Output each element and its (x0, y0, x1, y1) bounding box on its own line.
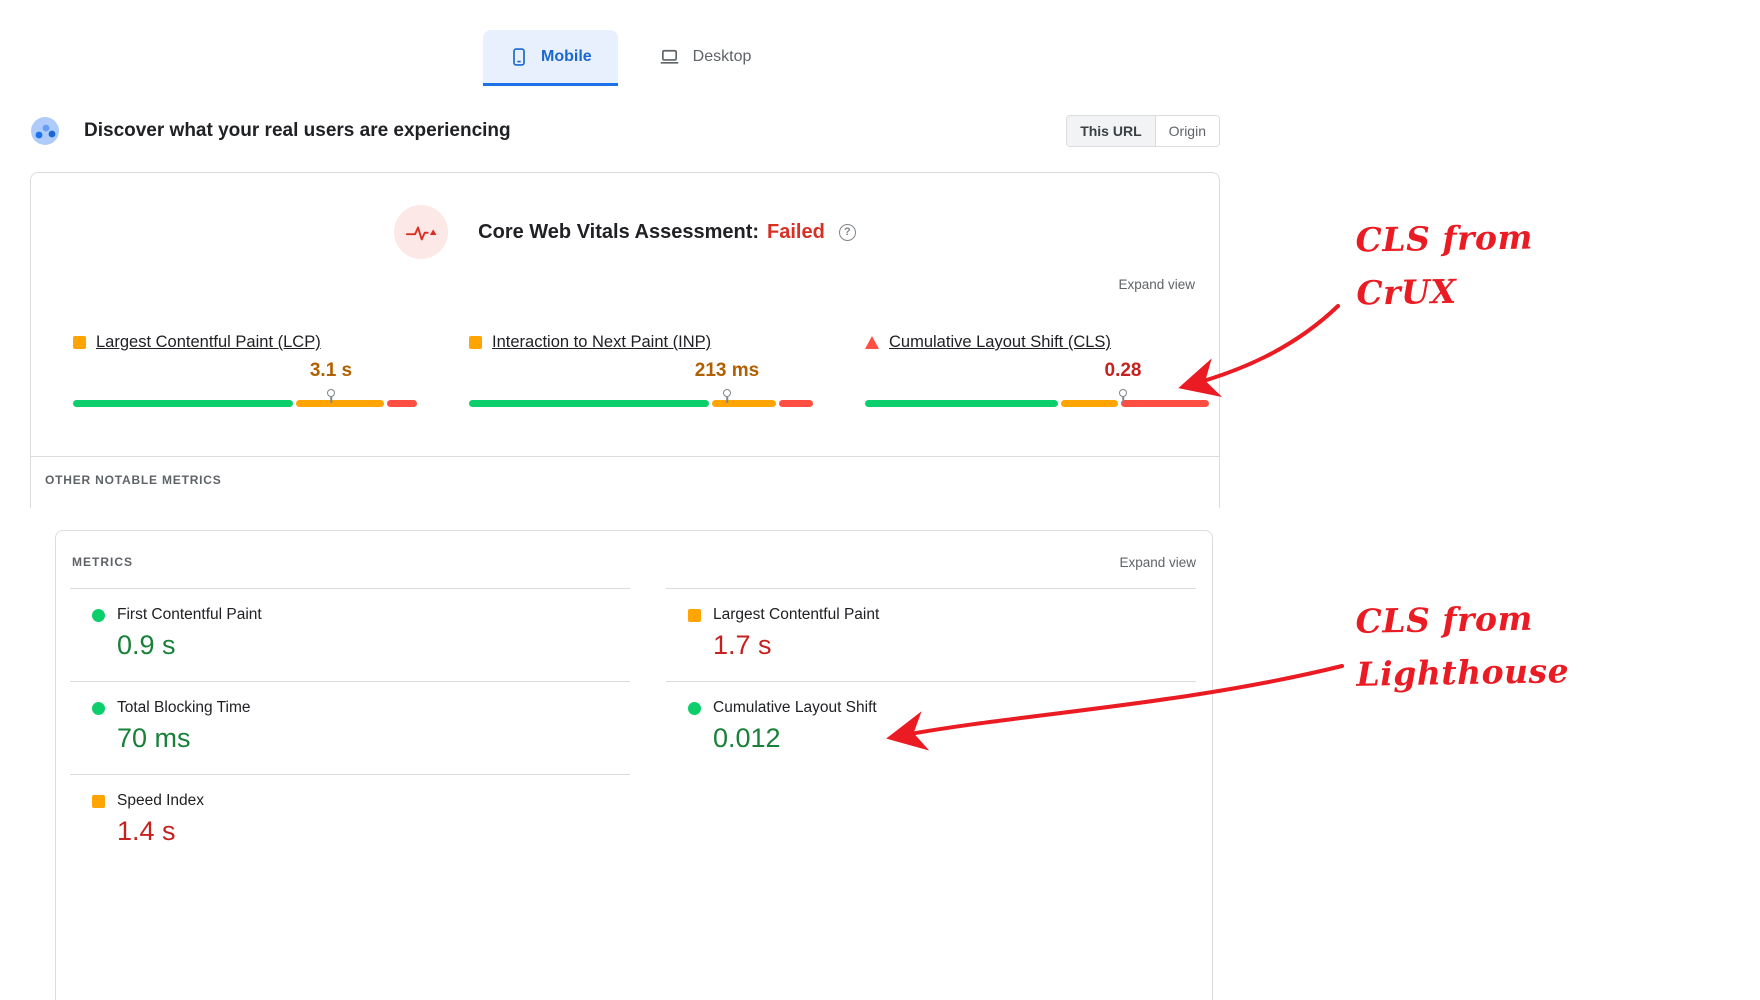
cls-lab-name: Cumulative Layout Shift (713, 699, 877, 716)
cls-distribution-bar (865, 389, 1209, 407)
speed-index-name: Speed Index (117, 792, 205, 809)
scope-toggle: This URL Origin (1066, 115, 1220, 147)
fcp-lab-metric: First Contentful Paint 0.9 s (70, 588, 630, 681)
lcp-value: 3.1 s (309, 360, 353, 381)
lab-metrics-grid: First Contentful Paint 0.9 s Total Block… (56, 588, 1212, 867)
tab-mobile-label: Mobile (541, 47, 592, 65)
inp-distribution-bar (469, 389, 813, 407)
bar-segment-green (73, 400, 293, 407)
lcp-lab-metric: Largest Contentful Paint 1.7 s (666, 588, 1196, 681)
bar-segment-orange (711, 400, 777, 407)
speed-index-value: 1.4 s (117, 816, 176, 846)
field-section-title: Discover what your real users are experi… (84, 120, 511, 141)
lcp-metric-link[interactable]: Largest Contentful Paint (LCP) (96, 333, 321, 351)
tab-mobile[interactable]: Mobile (483, 30, 618, 86)
field-metrics-row: Largest Contentful Paint (LCP) 3.1 s Int… (73, 333, 1209, 407)
assessment-label: Core Web Vitals Assessment: (478, 220, 760, 243)
bar-segment-orange (1060, 400, 1119, 407)
tab-desktop-label: Desktop (692, 47, 752, 65)
speed-index-square-marker-icon (92, 794, 105, 808)
bar-segment-red (1121, 400, 1209, 407)
lcp-lab-square-marker-icon (688, 608, 701, 622)
bar-segment-green (469, 400, 709, 407)
tab-desktop[interactable]: Desktop (632, 30, 778, 86)
tbt-circle-marker-icon (92, 701, 105, 715)
cls-value: 0.28 (1104, 360, 1142, 381)
other-notable-metrics-header: OTHER NOTABLE METRICS (45, 473, 222, 487)
tbt-name: Total Blocking Time (117, 699, 251, 716)
bar-segment-green (865, 400, 1058, 407)
heartbeat-icon (394, 205, 449, 259)
cls-field-metric: Cumulative Layout Shift (CLS) 0.28 (865, 333, 1209, 407)
device-tabs: Mobile Desktop (483, 30, 777, 86)
fcp-name: First Contentful Paint (117, 606, 262, 623)
lab-expand-view-link[interactable]: Expand view (1119, 555, 1196, 570)
lab-metrics-card: METRICS Expand view First Contentful Pai… (55, 530, 1213, 1000)
inp-metric-link[interactable]: Interaction to Next Paint (INP) (492, 333, 712, 351)
bar-segment-red (386, 400, 417, 407)
bar-marker-pin (327, 389, 335, 397)
inp-value: 213 ms (694, 360, 760, 381)
cls-lab-metric: Cumulative Layout Shift 0.012 (666, 681, 1196, 774)
lcp-lab-name: Largest Contentful Paint (713, 606, 880, 623)
fcp-circle-marker-icon (92, 608, 105, 622)
fcp-value: 0.9 s (117, 630, 176, 660)
annotation-line: Lighthouse (1356, 650, 1570, 694)
bar-marker-pin (723, 389, 731, 397)
cls-lab-value: 0.012 (713, 723, 781, 753)
bar-marker-pin (1119, 389, 1127, 397)
field-data-header: Discover what your real users are experi… (28, 114, 1220, 148)
crux-expand-view-link[interactable]: Expand view (1118, 277, 1195, 292)
assessment-text: Core Web Vitals Assessment: Failed ? (478, 221, 856, 244)
speed-index-lab-metric: Speed Index 1.4 s (70, 774, 630, 867)
annotation-cls-from-crux: CLS from CrUX (1355, 211, 1534, 320)
desktop-laptop-icon (658, 47, 681, 67)
inp-field-metric: Interaction to Next Paint (INP) 213 ms (469, 333, 813, 407)
annotation-line: CLS from (1355, 598, 1534, 641)
lcp-distribution-bar (73, 389, 417, 407)
help-icon[interactable]: ? (838, 223, 856, 241)
cls-metric-link[interactable]: Cumulative Layout Shift (CLS) (889, 333, 1111, 351)
cls-triangle-marker-icon (865, 336, 879, 349)
tbt-value: 70 ms (117, 723, 191, 753)
lcp-square-marker-icon (73, 336, 86, 349)
bar-segment-orange (295, 400, 384, 407)
assessment-value: Failed (767, 220, 825, 243)
scope-this-url-button[interactable]: This URL (1067, 116, 1156, 146)
bar-segment-red (779, 400, 813, 407)
tbt-lab-metric: Total Blocking Time 70 ms (70, 681, 630, 774)
annotation-line: CrUX (1356, 271, 1457, 313)
inp-square-marker-icon (469, 336, 482, 349)
real-user-experience-icon (28, 114, 62, 148)
annotation-line: CLS from (1355, 217, 1534, 260)
cls-lab-circle-marker-icon (688, 701, 701, 715)
lab-metrics-header: METRICS (72, 555, 133, 569)
lcp-lab-value: 1.7 s (713, 630, 772, 660)
annotation-cls-from-lighthouse: CLS from Lighthouse (1355, 592, 1569, 701)
assessment-row: Core Web Vitals Assessment: Failed ? (31, 205, 1219, 259)
lcp-field-metric: Largest Contentful Paint (LCP) 3.1 s (73, 333, 417, 407)
card-divider (31, 456, 1219, 457)
scope-origin-button[interactable]: Origin (1155, 116, 1219, 146)
core-web-vitals-card: Core Web Vitals Assessment: Failed ? Exp… (30, 172, 1220, 508)
mobile-phone-icon (509, 47, 529, 67)
